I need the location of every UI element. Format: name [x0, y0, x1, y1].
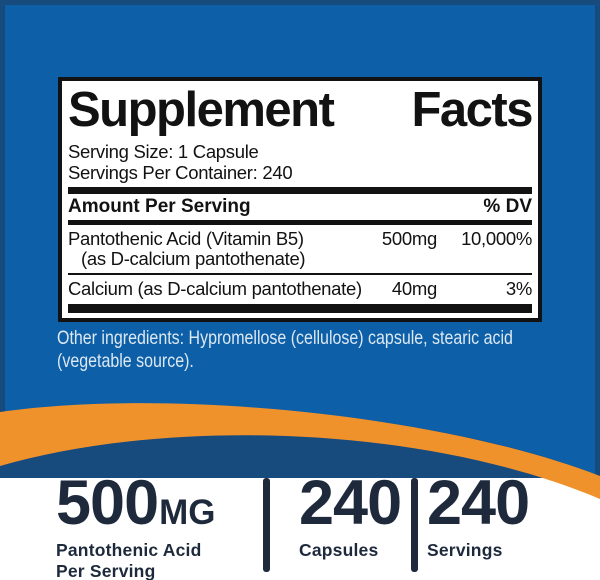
stat-label: Servings: [427, 540, 529, 561]
stat-divider: [263, 478, 270, 572]
nutrient-dv: 10,000%: [461, 227, 532, 249]
stat-label-line-2: Per Serving: [56, 560, 156, 580]
stat-label-line-1: Pantothenic Acid: [56, 540, 202, 560]
panel-title: Supplement Facts: [68, 83, 533, 137]
stat-value: 240: [427, 468, 530, 538]
stat-divider: [411, 478, 418, 572]
stat-label: Capsules: [299, 540, 401, 561]
stat-value: 240: [299, 468, 402, 538]
servings-per-container: Servings Per Container: 240: [68, 162, 293, 184]
stat-label: Pantothenic Acid Per Serving: [56, 540, 216, 580]
panel-title-word-1: Supplement: [68, 83, 335, 137]
divider-thick-bottom: [68, 303, 532, 313]
nutrient-name: Pantothenic Acid (Vitamin B5) (as D-calc…: [68, 227, 382, 270]
divider-thin: [68, 273, 532, 276]
nutrient-amount: 500mg: [381, 227, 437, 249]
stat-capsule-count: 240 Capsules: [299, 468, 402, 561]
other-ingredients: Other ingredients: Hypromellose (cellulo…: [57, 327, 542, 374]
divider-medium: [68, 220, 532, 225]
serving-size: Serving Size: 1 Capsule: [68, 141, 259, 163]
stat-label-line-1: Servings: [427, 540, 503, 560]
stat-value: 500 MG: [56, 472, 216, 535]
stat-unit: MG: [159, 493, 216, 532]
amount-per-serving-header: Amount Per Serving: [68, 196, 251, 218]
nutrient-dv: 3%: [505, 278, 532, 300]
stat-dose-per-serving: 500 MG Pantothenic Acid Per Serving: [56, 472, 216, 580]
stat-number: 500: [56, 468, 159, 538]
supplement-facts-panel: Supplement Facts Serving Size: 1 Capsule…: [58, 77, 542, 322]
nutrient-amount: 40mg: [391, 278, 437, 300]
panel-title-word-2: Facts: [411, 83, 533, 137]
table-row: Pantothenic Acid (Vitamin B5) (as D-calc…: [68, 227, 532, 270]
divider-thick: [68, 187, 532, 195]
nutrient-name-line-1: Calcium (as D-calcium pantothenate): [68, 278, 362, 300]
table-row: Calcium (as D-calcium pantothenate) 40mg…: [68, 278, 532, 300]
stat-label-line-1: Capsules: [299, 540, 379, 560]
orange-swoosh: [0, 403, 600, 499]
stat-number: 240: [427, 468, 530, 538]
stat-serving-count: 240 Servings: [427, 468, 530, 561]
nutrient-name-line-1: Pantothenic Acid (Vitamin B5): [68, 227, 304, 249]
stat-number: 240: [299, 468, 402, 538]
other-ingredients-line-1: Other ingredients: Hypromellose (cellulo…: [57, 327, 513, 349]
nutrient-name: Calcium (as D-calcium pantothenate): [68, 278, 392, 300]
table-header-row: Amount Per Serving % DV: [68, 196, 532, 218]
nutrient-name-line-2: (as D-calcium pantothenate): [81, 248, 306, 270]
other-ingredients-line-2: (vegetable source).: [57, 350, 194, 373]
percent-dv-header: % DV: [483, 196, 532, 218]
